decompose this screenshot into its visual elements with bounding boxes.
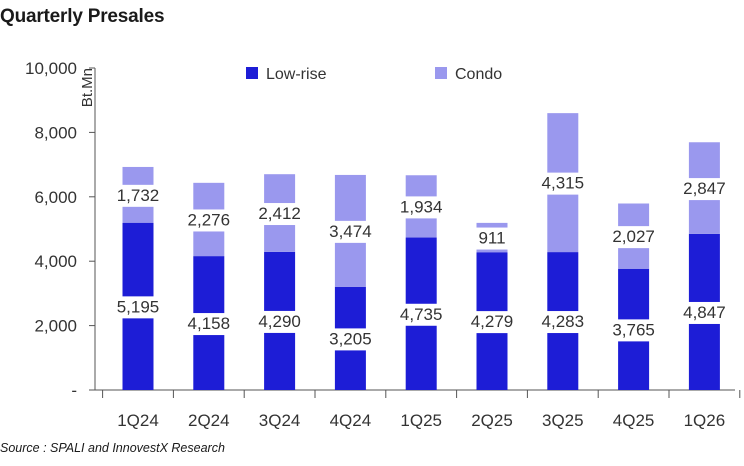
data-label-low-rise: 3,765 [612, 320, 655, 339]
y-tick-label: 8,000 [34, 123, 77, 142]
x-tick-label: 4Q25 [613, 411, 655, 430]
data-label-condo-bg [474, 227, 510, 250]
data-label-condo-bg [394, 196, 448, 219]
data-label-low-rise: 4,279 [471, 312, 514, 331]
data-label-low-rise: 4,283 [542, 312, 585, 331]
data-label-condo: 1,934 [400, 197, 443, 216]
x-tick-label: 2Q25 [471, 411, 513, 430]
bars [122, 113, 720, 390]
data-label-condo-bg [607, 226, 661, 249]
x-tick-label: 1Q24 [117, 411, 159, 430]
legend-condo-swatch [435, 67, 447, 79]
y-tick-label: 2,000 [34, 317, 77, 336]
x-tick-label: 1Q26 [684, 411, 726, 430]
y-tick-label: - [71, 381, 77, 400]
data-label-condo-bg [677, 178, 731, 201]
data-label-condo: 2,847 [683, 179, 726, 198]
source-note: Source : SPALI and InnovestX Research [0, 441, 225, 455]
data-label-condo-bg [182, 209, 236, 232]
x-tick-label: 1Q25 [400, 411, 442, 430]
data-label-low-rise-bg [394, 303, 448, 326]
data-label-low-rise: 4,847 [683, 303, 726, 322]
data-label-condo-bg [111, 184, 165, 207]
data-label-condo: 2,027 [612, 227, 655, 246]
legend-low-rise-label: Low-rise [266, 66, 327, 83]
y-tick-label: 10,000 [25, 59, 77, 78]
y-axis-unit-label: Bt.Mn [79, 68, 96, 107]
data-label-low-rise: 3,205 [329, 329, 372, 348]
data-label-condo-bg [536, 172, 590, 195]
x-tick-label: 2Q24 [188, 411, 230, 430]
data-label-condo: 911 [478, 229, 505, 248]
data-label-low-rise: 4,158 [188, 314, 231, 333]
data-label-condo: 1,732 [117, 186, 160, 205]
data-label-condo-bg [323, 220, 377, 243]
data-label-low-rise-bg [182, 313, 236, 336]
data-label-low-rise-bg [607, 319, 661, 342]
chart-title: Quarterly Presales [0, 6, 165, 27]
y-axis: - 2,000 4,000 6,000 8,000 10,000 Bt.Mn [25, 59, 96, 400]
x-tick-label: 4Q24 [330, 411, 372, 430]
data-label-condo: 2,412 [258, 204, 301, 223]
legend-condo-label: Condo [455, 66, 502, 83]
legend: Low-rise Condo [246, 66, 502, 83]
data-label-low-rise-bg [465, 311, 519, 334]
data-label-condo: 3,474 [329, 222, 372, 241]
y-tick-label: 6,000 [34, 188, 77, 207]
data-label-low-rise-bg [536, 311, 590, 334]
data-label-low-rise: 4,290 [258, 312, 301, 331]
data-label-low-rise-bg [677, 301, 731, 324]
data-labels: 5,195 1,732 4,158 2,276 4,290 2,412 3,205 3,474… [111, 172, 731, 351]
x-tick-label: 3Q25 [542, 411, 584, 430]
legend-low-rise-swatch [246, 67, 258, 79]
data-label-low-rise: 5,195 [117, 297, 160, 316]
data-label-low-rise-bg [111, 296, 165, 319]
y-tick-label: 4,000 [34, 252, 77, 271]
data-label-low-rise: 4,735 [400, 305, 443, 324]
data-label-low-rise-bg [323, 328, 377, 351]
data-label-low-rise-bg [253, 310, 307, 333]
x-axis: 1Q24 2Q24 3Q24 4Q24 1Q25 2Q25 3Q25 4Q25 1Q26 [95, 389, 741, 430]
data-label-condo: 2,276 [188, 210, 231, 229]
data-label-condo: 4,315 [542, 174, 585, 193]
x-tick-label: 3Q24 [259, 411, 301, 430]
data-label-condo-bg [253, 203, 307, 226]
